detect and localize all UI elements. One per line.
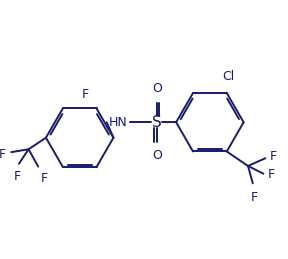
Text: S: S: [152, 115, 162, 130]
Text: HN: HN: [109, 116, 128, 129]
Text: F: F: [270, 150, 277, 163]
Text: O: O: [152, 149, 162, 162]
Text: Cl: Cl: [223, 70, 235, 83]
Text: F: F: [14, 170, 20, 183]
Text: F: F: [41, 172, 48, 185]
Text: O: O: [152, 82, 162, 95]
Text: F: F: [0, 148, 5, 161]
Text: F: F: [251, 191, 258, 204]
Text: F: F: [82, 88, 89, 101]
Text: F: F: [268, 168, 275, 181]
